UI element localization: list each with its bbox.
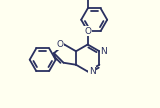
Text: N: N — [100, 47, 107, 56]
Text: N: N — [89, 67, 96, 76]
Text: O: O — [84, 26, 91, 36]
Text: O: O — [56, 40, 63, 49]
